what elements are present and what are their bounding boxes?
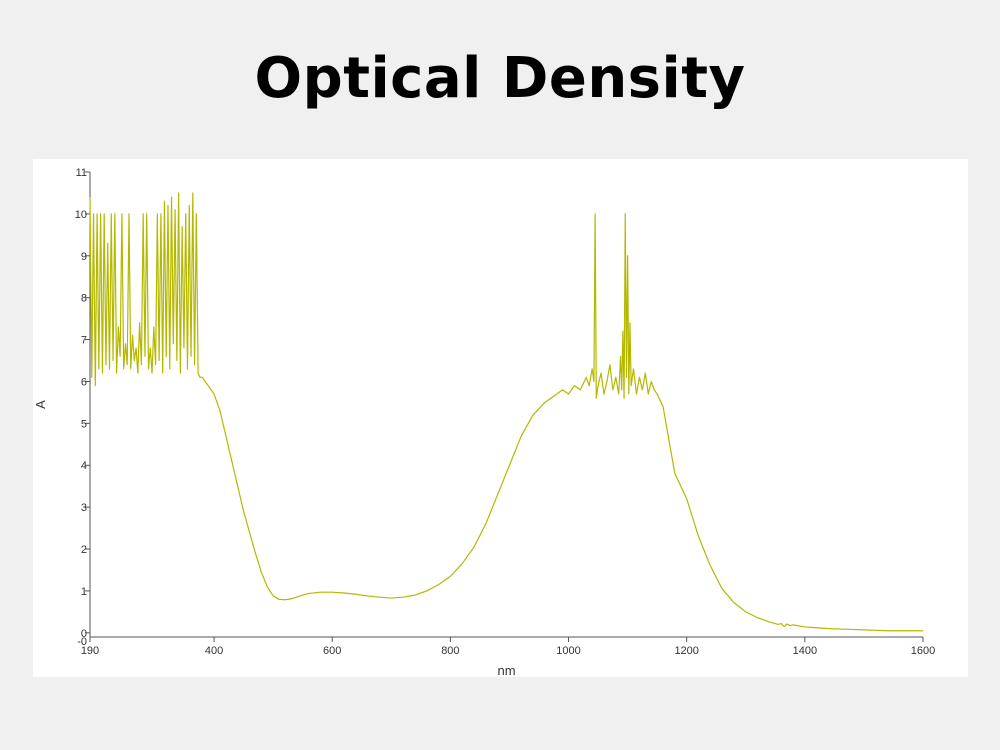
- y-tick-label: 3: [81, 502, 87, 514]
- y-tick-label: 0: [81, 628, 87, 640]
- y-tick-label: 11: [76, 167, 87, 179]
- y-tick-label: 5: [81, 418, 87, 430]
- plot-area: [89, 192, 923, 632]
- chart-panel: 190 400 600 800 1000 1200 1400 1600 0 1 2 3 4 5 6 7 8 9 1…: [33, 159, 968, 677]
- x-tick-label: 600: [323, 645, 341, 657]
- x-tick-label: 800: [441, 645, 459, 657]
- y-axis-ticks: 0 1 2 3 4 5 6 7 8 9 10 11 -0: [75, 167, 90, 648]
- x-axis-ticks: 190 400 600 800 1000 1200 1400 1600: [81, 637, 935, 657]
- y-tick-label: 4: [81, 460, 87, 472]
- x-tick-label: 1000: [556, 645, 580, 657]
- y-tick-label: 9: [81, 251, 87, 263]
- y-tick-label: 7: [81, 335, 87, 347]
- y-tick-label: 6: [81, 376, 87, 388]
- y-axis-label: A: [33, 400, 48, 409]
- page-title: Optical Density: [254, 46, 746, 111]
- y-tick-label: 8: [81, 293, 87, 305]
- x-tick-label: 1200: [674, 645, 698, 657]
- od-series-line: [89, 192, 923, 632]
- x-tick-label: 190: [81, 645, 99, 657]
- y-tick-label: 2: [81, 544, 87, 556]
- od-spectrum-chart: 190 400 600 800 1000 1200 1400 1600 0 1 2 3 4 5 6 7 8 9 1…: [33, 167, 935, 677]
- y-tick-label: 10: [75, 209, 87, 221]
- y-tick-label-neg-zero: -0: [77, 636, 87, 648]
- chart-axes: [89, 172, 923, 638]
- y-tick-label: 1: [81, 586, 87, 598]
- x-tick-label: 1600: [911, 645, 935, 657]
- x-tick-label: 400: [205, 645, 223, 657]
- x-tick-label: 1400: [793, 645, 817, 657]
- x-axis-label: nm: [497, 663, 515, 677]
